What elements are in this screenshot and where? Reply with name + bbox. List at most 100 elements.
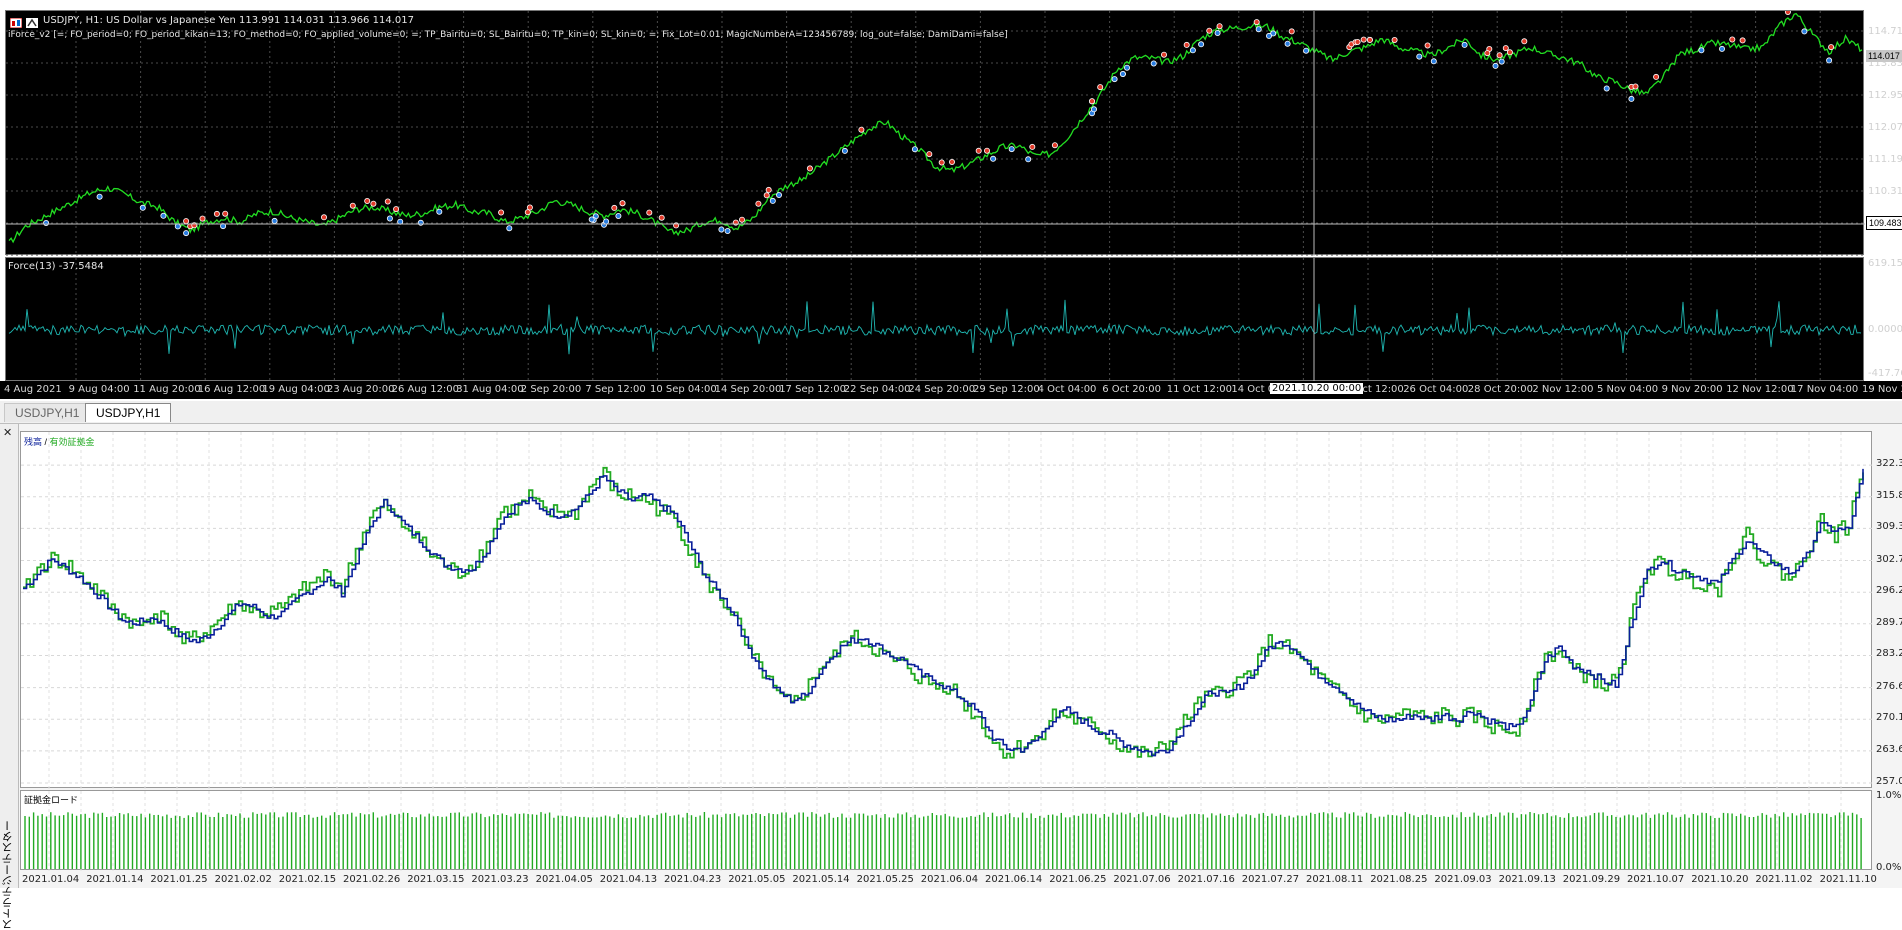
buy-marker bbox=[1826, 57, 1833, 64]
chart-title: USDJPY, H1: US Dollar vs Japanese Yen 11… bbox=[43, 15, 414, 26]
time-axis-label: 22 Sep 04:00 bbox=[843, 384, 911, 395]
time-axis-label: 14 Oct 04:00 bbox=[1231, 384, 1297, 395]
buy-marker bbox=[1214, 29, 1221, 36]
chart-tab[interactable]: USDJPY,H1 bbox=[4, 403, 91, 422]
sell-marker bbox=[349, 202, 356, 209]
sell-marker bbox=[183, 218, 190, 225]
buy-marker bbox=[1498, 58, 1505, 65]
sell-marker bbox=[1097, 84, 1104, 91]
close-icon[interactable]: ✕ bbox=[3, 427, 13, 439]
sell-marker bbox=[1253, 19, 1260, 26]
tester-date-label: 2021.05.05 bbox=[728, 874, 786, 885]
margin-load-canvas bbox=[24, 791, 1862, 871]
sell-marker bbox=[975, 147, 982, 154]
balance-tick: 322.3 bbox=[1876, 458, 1902, 470]
margin-load-panel bbox=[20, 790, 1872, 871]
time-axis-label: 6 Oct 20:00 bbox=[1102, 384, 1162, 395]
time-axis-label: 12 Nov 12:00 bbox=[1726, 384, 1794, 395]
force-indicator-panel[interactable] bbox=[5, 257, 1864, 382]
tester-date-label: 2021.01.04 bbox=[22, 874, 80, 885]
crosshair-price-tag: 109.483 bbox=[1866, 216, 1902, 230]
tester-date-label: 2021.05.14 bbox=[792, 874, 850, 885]
force-line bbox=[8, 299, 1862, 355]
tester-date-label: 2021.04.13 bbox=[599, 874, 658, 885]
sell-marker bbox=[1206, 27, 1213, 34]
time-axis-label: 7 Sep 12:00 bbox=[585, 384, 646, 395]
sell-marker bbox=[1729, 36, 1736, 43]
sell-marker bbox=[938, 159, 945, 166]
buy-marker bbox=[1189, 47, 1196, 54]
tester-date-label: 2021.10.07 bbox=[1627, 874, 1685, 885]
time-axis-label: 29 Sep 12:00 bbox=[973, 384, 1040, 395]
time-axis-label: 2 Nov 12:00 bbox=[1532, 384, 1594, 395]
time-axis-label: 17 Sep 12:00 bbox=[779, 384, 846, 395]
balance-legend-item: 残高 bbox=[24, 437, 43, 447]
sell-marker bbox=[858, 126, 865, 133]
time-axis-label: 23 Aug 20:00 bbox=[327, 384, 395, 395]
tester-date-label: 2021.09.03 bbox=[1434, 874, 1492, 885]
tester-date-label: 2021.02.02 bbox=[214, 874, 272, 885]
balance-tick: 296.2 bbox=[1876, 585, 1902, 597]
sell-marker bbox=[763, 192, 770, 199]
sell-marker bbox=[926, 151, 933, 158]
price-line bbox=[8, 12, 1863, 244]
time-axis-label: 19 Aug 04:00 bbox=[262, 384, 330, 395]
buy-marker bbox=[1492, 62, 1499, 69]
margin-load-title: 証拠金ロード bbox=[24, 795, 79, 805]
sell-marker bbox=[1653, 73, 1660, 80]
buy-marker bbox=[769, 197, 776, 204]
balance-tick: 283.2 bbox=[1876, 648, 1902, 660]
buy-marker bbox=[1255, 26, 1262, 33]
sell-marker bbox=[619, 200, 626, 207]
time-axis-label: 19 Nov 20 bbox=[1862, 384, 1902, 395]
buy-marker bbox=[615, 212, 622, 219]
tester-date-label: 2021.09.13 bbox=[1498, 874, 1556, 885]
sell-marker bbox=[364, 197, 371, 204]
tester-date-label: 2021.09.29 bbox=[1562, 874, 1621, 885]
time-axis-label: 4 Aug 2021 bbox=[4, 384, 62, 395]
tester-date-label: 2021.08.25 bbox=[1370, 874, 1428, 885]
buy-marker bbox=[1416, 53, 1423, 60]
tester-date-label: 2021.03.15 bbox=[407, 874, 465, 885]
time-axis-label: 5 Nov 04:00 bbox=[1597, 384, 1659, 395]
sell-marker bbox=[611, 204, 618, 211]
price-chart-canvas bbox=[6, 11, 1865, 256]
tester-side-strip bbox=[0, 424, 19, 888]
buy-marker bbox=[1719, 45, 1726, 52]
sell-marker bbox=[765, 186, 772, 193]
buy-marker bbox=[1284, 40, 1291, 47]
tester-date-label: 2021.03.23 bbox=[471, 874, 529, 885]
sell-marker bbox=[1502, 45, 1509, 52]
sell-marker bbox=[1496, 52, 1503, 59]
sell-marker bbox=[755, 200, 762, 207]
buy-marker bbox=[386, 215, 393, 222]
buy-marker bbox=[1111, 76, 1118, 83]
time-axis-label: 14 Sep 20:00 bbox=[714, 384, 782, 395]
tester-date-label: 2021.06.14 bbox=[985, 874, 1043, 885]
tester-date-label: 2021.05.25 bbox=[856, 874, 914, 885]
buy-marker bbox=[96, 193, 103, 200]
force-indicator-label: Force(13) -37.5484 bbox=[8, 261, 104, 272]
time-axis-label: 10 Sep 04:00 bbox=[650, 384, 717, 395]
time-axis-label: 11 Oct 12:00 bbox=[1166, 384, 1232, 395]
tester-date-label: 2021.04.23 bbox=[664, 874, 722, 885]
buy-marker bbox=[603, 218, 610, 225]
balance-graph-canvas bbox=[21, 432, 1873, 789]
price-chart-panel[interactable] bbox=[5, 10, 1865, 256]
chart-tab-active[interactable]: USDJPY,H1 bbox=[85, 403, 172, 422]
sell-marker bbox=[384, 198, 391, 205]
force-chart-canvas bbox=[8, 258, 1862, 382]
buy-marker bbox=[1303, 47, 1310, 54]
sell-marker bbox=[1051, 142, 1058, 149]
sell-marker bbox=[1216, 23, 1223, 30]
buy-marker bbox=[776, 191, 783, 198]
buy-marker bbox=[1266, 32, 1273, 39]
buy-marker bbox=[1025, 156, 1032, 163]
buy-marker bbox=[43, 219, 50, 226]
balance-legend: 残高 / 有効証拠金 bbox=[24, 435, 95, 448]
crosshair-time-tag: 2021.10.20 00:00 bbox=[1270, 383, 1364, 394]
tester-date-label: 2021.07.16 bbox=[1177, 874, 1235, 885]
buy-marker bbox=[724, 227, 731, 234]
sell-marker bbox=[498, 209, 505, 216]
buy-marker bbox=[990, 155, 997, 162]
